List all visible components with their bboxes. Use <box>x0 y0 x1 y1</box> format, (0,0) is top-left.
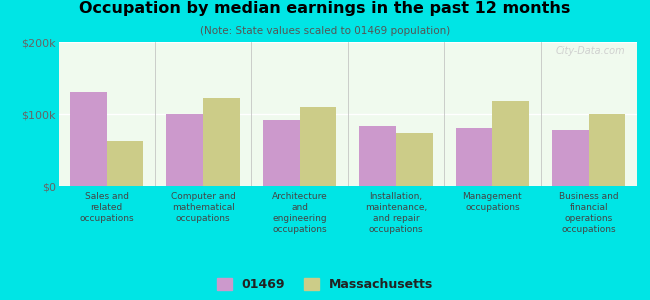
Bar <box>589 114 625 186</box>
Bar <box>263 120 300 186</box>
Bar <box>300 107 336 186</box>
Bar <box>203 98 240 186</box>
Text: Occupation by median earnings in the past 12 months: Occupation by median earnings in the pas… <box>79 2 571 16</box>
Text: City-Data.com: City-Data.com <box>556 46 625 56</box>
Bar <box>107 141 144 186</box>
Bar <box>70 92 107 186</box>
Text: (Note: State values scaled to 01469 population): (Note: State values scaled to 01469 popu… <box>200 26 450 35</box>
Bar <box>552 130 589 186</box>
Bar <box>456 128 493 186</box>
Bar <box>166 114 203 186</box>
Bar <box>396 134 433 186</box>
Bar <box>359 126 396 186</box>
Legend: 01469, Massachusetts: 01469, Massachusetts <box>216 278 434 291</box>
Bar <box>493 101 529 186</box>
